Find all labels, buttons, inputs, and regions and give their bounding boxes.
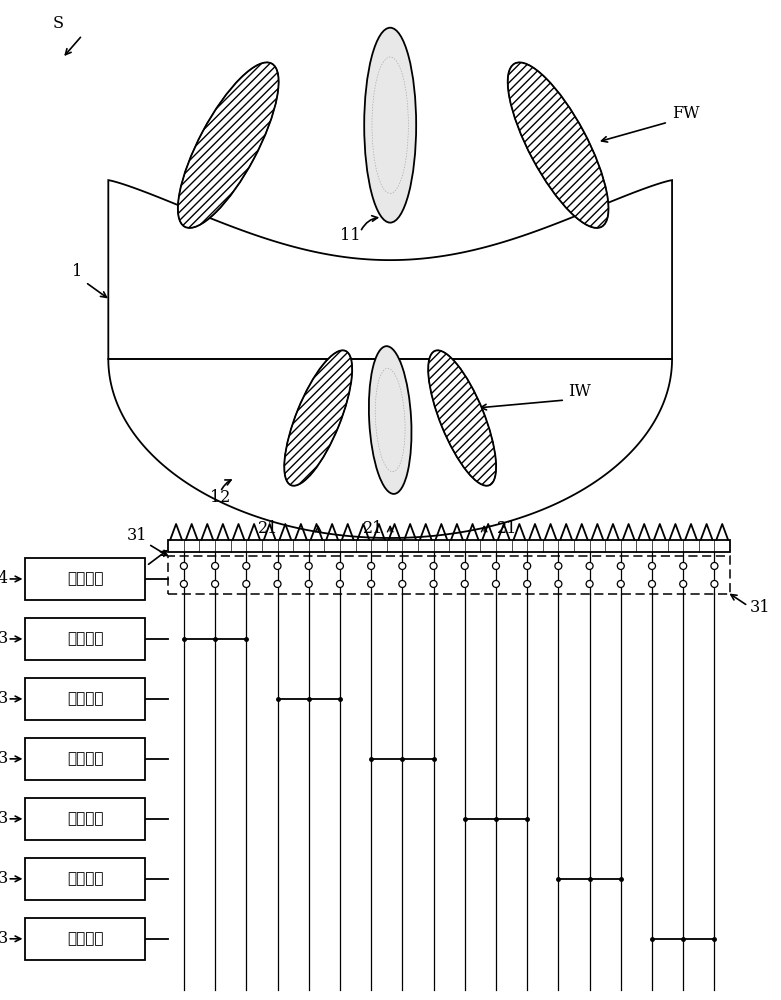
Circle shape — [679, 580, 686, 587]
Circle shape — [368, 580, 375, 587]
Ellipse shape — [284, 350, 352, 486]
Text: 4: 4 — [0, 570, 8, 587]
Bar — [25, 738, 145, 780]
Bar — [25, 678, 145, 720]
Text: 控制模块: 控制模块 — [67, 571, 104, 586]
Circle shape — [212, 562, 219, 569]
Text: 芯片单元: 芯片单元 — [67, 871, 104, 886]
Text: 3: 3 — [0, 870, 8, 887]
Circle shape — [555, 580, 562, 587]
Circle shape — [617, 580, 624, 587]
Circle shape — [274, 580, 281, 587]
Text: 21: 21 — [363, 520, 383, 537]
Text: 11: 11 — [341, 227, 361, 244]
Text: 芯片单元: 芯片单元 — [67, 931, 104, 946]
Circle shape — [462, 580, 469, 587]
Circle shape — [305, 562, 312, 569]
Circle shape — [243, 562, 250, 569]
Text: 31: 31 — [127, 527, 147, 544]
Text: 芯片单元: 芯片单元 — [67, 691, 104, 706]
Circle shape — [462, 562, 469, 569]
Circle shape — [399, 562, 406, 569]
Circle shape — [180, 580, 187, 587]
Circle shape — [337, 580, 344, 587]
Circle shape — [243, 580, 250, 587]
Circle shape — [368, 562, 375, 569]
Circle shape — [430, 562, 437, 569]
Circle shape — [679, 562, 686, 569]
Bar — [168, 556, 730, 594]
Text: 3: 3 — [0, 690, 8, 707]
Bar — [25, 858, 145, 900]
Circle shape — [274, 562, 281, 569]
Text: 3: 3 — [0, 930, 8, 947]
Text: 31: 31 — [750, 599, 771, 616]
Circle shape — [493, 562, 500, 569]
Circle shape — [711, 580, 718, 587]
Circle shape — [337, 562, 344, 569]
Text: 3: 3 — [0, 810, 8, 827]
Bar — [168, 540, 730, 552]
Circle shape — [555, 562, 562, 569]
Ellipse shape — [369, 346, 412, 494]
Text: 21: 21 — [497, 520, 518, 537]
Circle shape — [586, 562, 593, 569]
Ellipse shape — [364, 28, 416, 223]
Circle shape — [305, 580, 312, 587]
Text: 3: 3 — [0, 630, 8, 647]
Bar — [25, 618, 145, 660]
Circle shape — [648, 562, 655, 569]
Circle shape — [180, 562, 187, 569]
Circle shape — [493, 580, 500, 587]
Circle shape — [212, 580, 219, 587]
Circle shape — [430, 580, 437, 587]
Bar — [25, 918, 145, 960]
Ellipse shape — [178, 62, 279, 228]
Text: 芯片单元: 芯片单元 — [67, 631, 104, 646]
Circle shape — [399, 580, 406, 587]
Text: IW: IW — [568, 383, 591, 400]
Text: 芯片单元: 芯片单元 — [67, 811, 104, 826]
Circle shape — [524, 580, 530, 587]
Circle shape — [617, 562, 624, 569]
Text: 2: 2 — [120, 561, 130, 578]
Text: 1: 1 — [73, 263, 83, 280]
Text: 12: 12 — [210, 489, 230, 506]
Text: 21: 21 — [259, 520, 279, 537]
Bar — [25, 558, 145, 600]
Polygon shape — [109, 180, 672, 359]
Bar — [25, 798, 145, 840]
Polygon shape — [109, 359, 672, 538]
Text: 3: 3 — [0, 750, 8, 767]
Text: 芯片单元: 芯片单元 — [67, 751, 104, 766]
Circle shape — [648, 580, 655, 587]
Text: FW: FW — [672, 105, 700, 122]
Circle shape — [586, 580, 593, 587]
Circle shape — [524, 562, 530, 569]
Ellipse shape — [508, 62, 608, 228]
Text: S: S — [52, 15, 63, 32]
Ellipse shape — [428, 350, 496, 486]
Circle shape — [711, 562, 718, 569]
